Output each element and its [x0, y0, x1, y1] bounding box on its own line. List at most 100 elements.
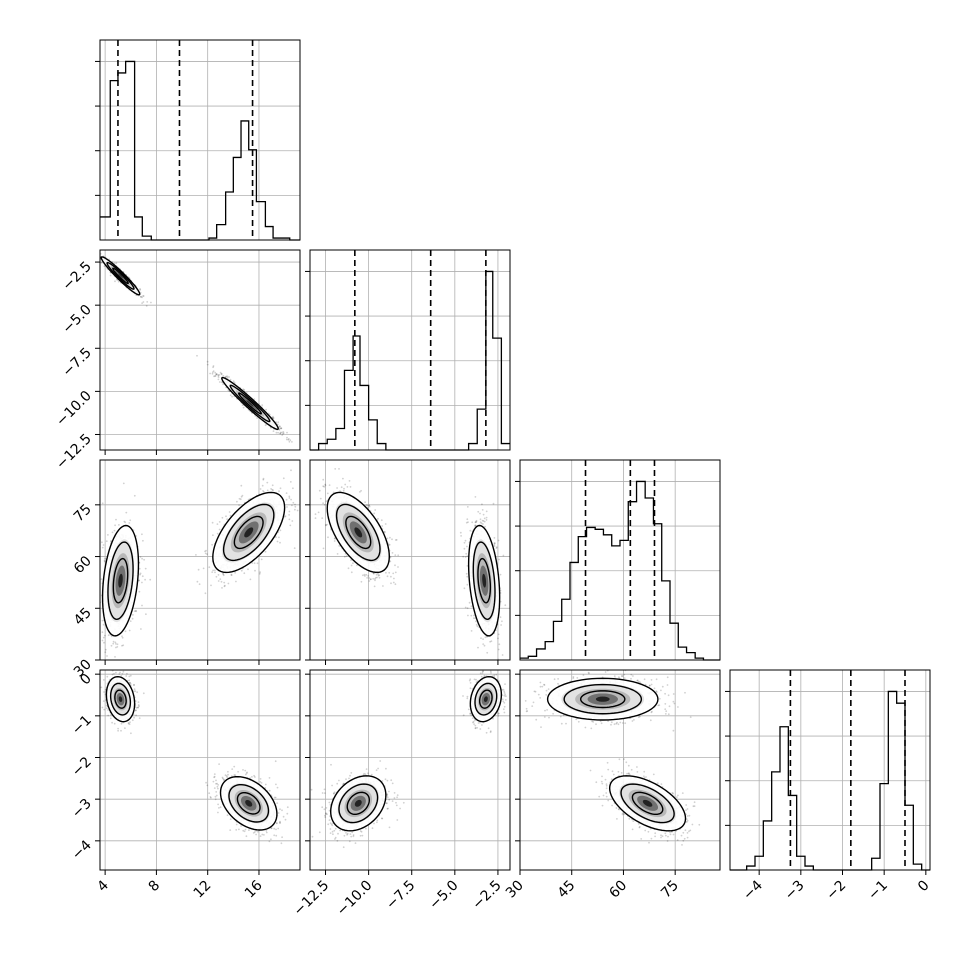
sample-point — [211, 571, 214, 573]
sample-point — [128, 522, 131, 524]
sample-point — [365, 573, 368, 576]
sample-point — [253, 398, 256, 400]
sample-point — [141, 296, 144, 299]
sample-point — [286, 431, 288, 434]
sample-point — [213, 375, 215, 378]
sample-point — [346, 486, 349, 488]
sample-point — [391, 538, 393, 541]
sample-point — [511, 600, 513, 602]
sample-point — [291, 504, 293, 507]
sample-point — [481, 503, 483, 506]
sample-point — [251, 562, 254, 564]
sample-point — [104, 557, 106, 560]
sample-point — [286, 436, 288, 439]
cluster-0 — [314, 468, 400, 588]
sample-point — [261, 404, 264, 406]
sample-point — [278, 490, 280, 493]
sample-point — [375, 573, 378, 576]
sample-point — [293, 547, 296, 549]
sample-point — [141, 533, 143, 536]
sample-point — [98, 552, 100, 554]
sample-point — [368, 577, 371, 579]
sample-point — [374, 509, 377, 511]
sample-point — [214, 375, 216, 377]
sample-point — [282, 431, 285, 433]
sample-point — [283, 516, 286, 518]
sample-point — [240, 569, 243, 572]
sample-point — [107, 534, 109, 536]
sample-point — [464, 539, 467, 542]
sample-point — [219, 371, 222, 374]
sample-point — [226, 518, 229, 521]
cluster-0 — [96, 482, 152, 660]
sample-point — [96, 588, 98, 590]
sample-point — [305, 519, 307, 521]
sample-point — [104, 634, 106, 637]
sample-point — [463, 541, 466, 544]
sample-point — [107, 634, 110, 637]
sample-point — [483, 644, 486, 647]
sample-point — [275, 431, 278, 434]
sample-point — [228, 376, 231, 378]
sample-point — [489, 640, 491, 643]
contour-outer — [326, 491, 391, 574]
sample-point — [318, 489, 321, 492]
sample-point — [218, 374, 221, 376]
contour-outer — [101, 524, 140, 637]
sample-point — [285, 492, 288, 494]
sample-point — [277, 423, 279, 426]
sample-point — [327, 536, 329, 539]
contour-middle — [229, 384, 271, 423]
contour-inner — [112, 267, 129, 285]
sample-point — [236, 500, 238, 503]
sample-point — [282, 477, 285, 480]
sample-point — [389, 536, 391, 539]
sample-point — [374, 579, 376, 582]
sample-point — [238, 497, 241, 500]
sample-point — [328, 484, 331, 486]
sample-point — [211, 543, 214, 546]
sample-point — [291, 441, 293, 443]
sample-point — [480, 637, 482, 640]
sample-point — [500, 624, 502, 626]
sample-point — [368, 504, 371, 507]
sample-point — [482, 643, 485, 645]
sample-point — [373, 512, 376, 515]
panel-content — [310, 460, 513, 660]
sample-point — [368, 505, 371, 508]
sample-point — [122, 644, 125, 647]
sample-point — [324, 524, 327, 526]
histogram-panel-0 — [95, 39, 301, 241]
sample-point — [326, 492, 329, 495]
sample-point — [279, 427, 282, 430]
sample-point — [195, 554, 197, 556]
sample-point — [224, 584, 226, 587]
sample-point — [288, 518, 291, 521]
sample-point — [287, 438, 290, 441]
sample-point — [278, 536, 280, 539]
contour-outer — [221, 376, 279, 430]
sample-point — [101, 631, 104, 634]
sample-point — [493, 545, 496, 547]
sample-point — [364, 575, 366, 577]
sample-point — [319, 497, 322, 500]
sample-point — [483, 520, 486, 523]
sample-point — [282, 432, 285, 434]
sample-point — [288, 497, 291, 499]
sample-point — [243, 572, 246, 575]
sample-point — [103, 265, 106, 268]
sample-point — [394, 571, 397, 574]
sample-point — [377, 517, 379, 520]
histogram-panel-2 — [515, 459, 721, 661]
sample-point — [482, 523, 484, 525]
sample-point — [241, 404, 244, 406]
sample-point — [219, 578, 222, 580]
sample-point — [350, 571, 353, 574]
sample-point — [493, 543, 496, 546]
contour-middle — [335, 503, 381, 562]
sample-point — [140, 295, 142, 298]
sample-point — [322, 547, 325, 550]
sample-point — [397, 566, 399, 568]
sample-point — [290, 498, 292, 501]
